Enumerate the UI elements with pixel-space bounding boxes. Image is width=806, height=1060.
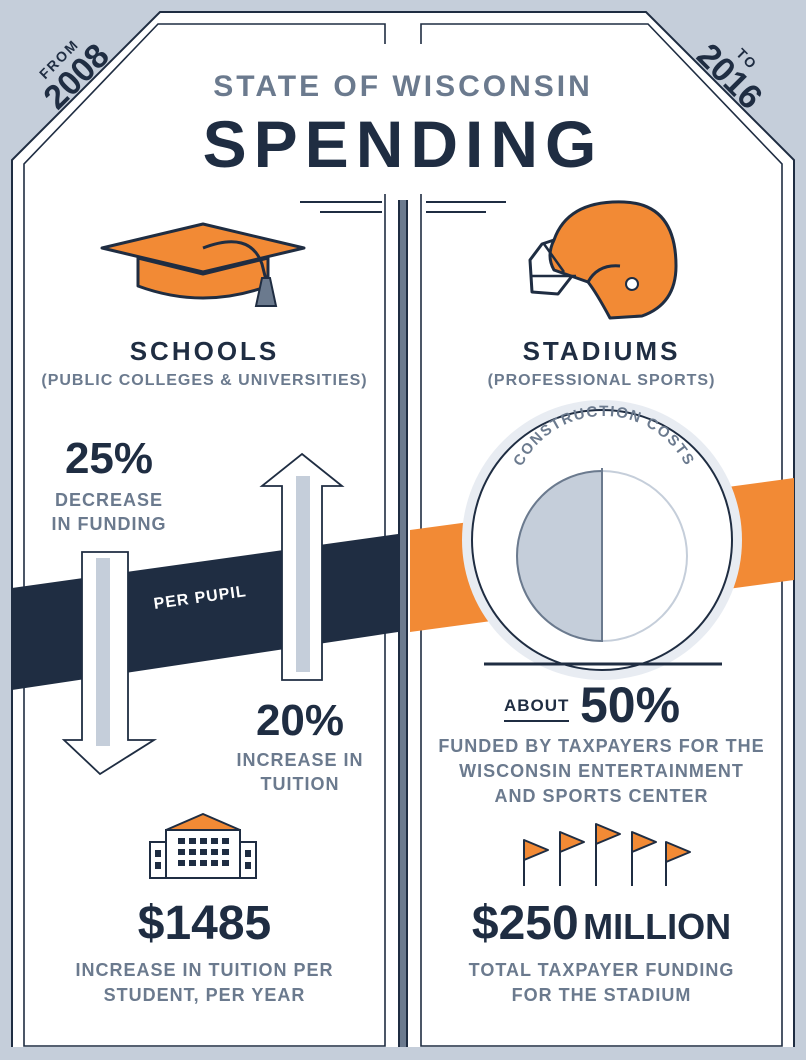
header-kicker: STATE OF WISCONSIN [213,70,593,103]
school-building-icon [149,813,257,879]
football-helmet-icon [528,200,678,320]
cost-share-pie [516,468,688,643]
graduation-cap-icon [100,222,306,307]
stadiums-subtitle: (PROFESSIONAL SPORTS) [487,372,716,389]
cost-value: $1485 [137,897,272,950]
share-value: 50% [580,677,681,733]
corner-from: FROM 2008 [6,6,146,146]
funding-change-value: 25% [64,434,154,483]
header-backing [150,44,656,194]
center-divider [398,200,408,1047]
share-prefix: ABOUT [504,696,570,722]
tuition-change-value: 20% [255,696,345,745]
stadiums-title: STADIUMS [522,336,681,366]
cost-label: INCREASE IN TUITION PER STUDENT, PER YEA… [75,960,334,1005]
corner-to: TO 2016 [660,6,800,146]
pennant-flags-icon [523,823,691,886]
page-title: SPENDING [202,107,604,181]
total-unit: MILLION [583,906,732,947]
share-label: FUNDED BY TAXPAYERS FOR THE WISCONSIN EN… [438,736,765,806]
total-funding: $250 MILLION [421,896,782,951]
tuition-change-label: INCREASE IN TUITION [236,750,364,794]
total-value: $250 [471,897,579,950]
funding-change-label: DECREASE IN FUNDING [51,490,167,534]
total-label: TOTAL TAXPAYER FUNDING FOR THE STADIUM [468,960,735,1005]
pie-slice-taxpayer [516,469,603,643]
schools-subtitle: (PUBLIC COLLEGES & UNIVERSITIES) [41,372,368,389]
header-rules [300,201,506,213]
schools-title: SCHOOLS [129,336,280,366]
construction-costs-dial: CONSTRUCTION COSTS [462,400,742,680]
